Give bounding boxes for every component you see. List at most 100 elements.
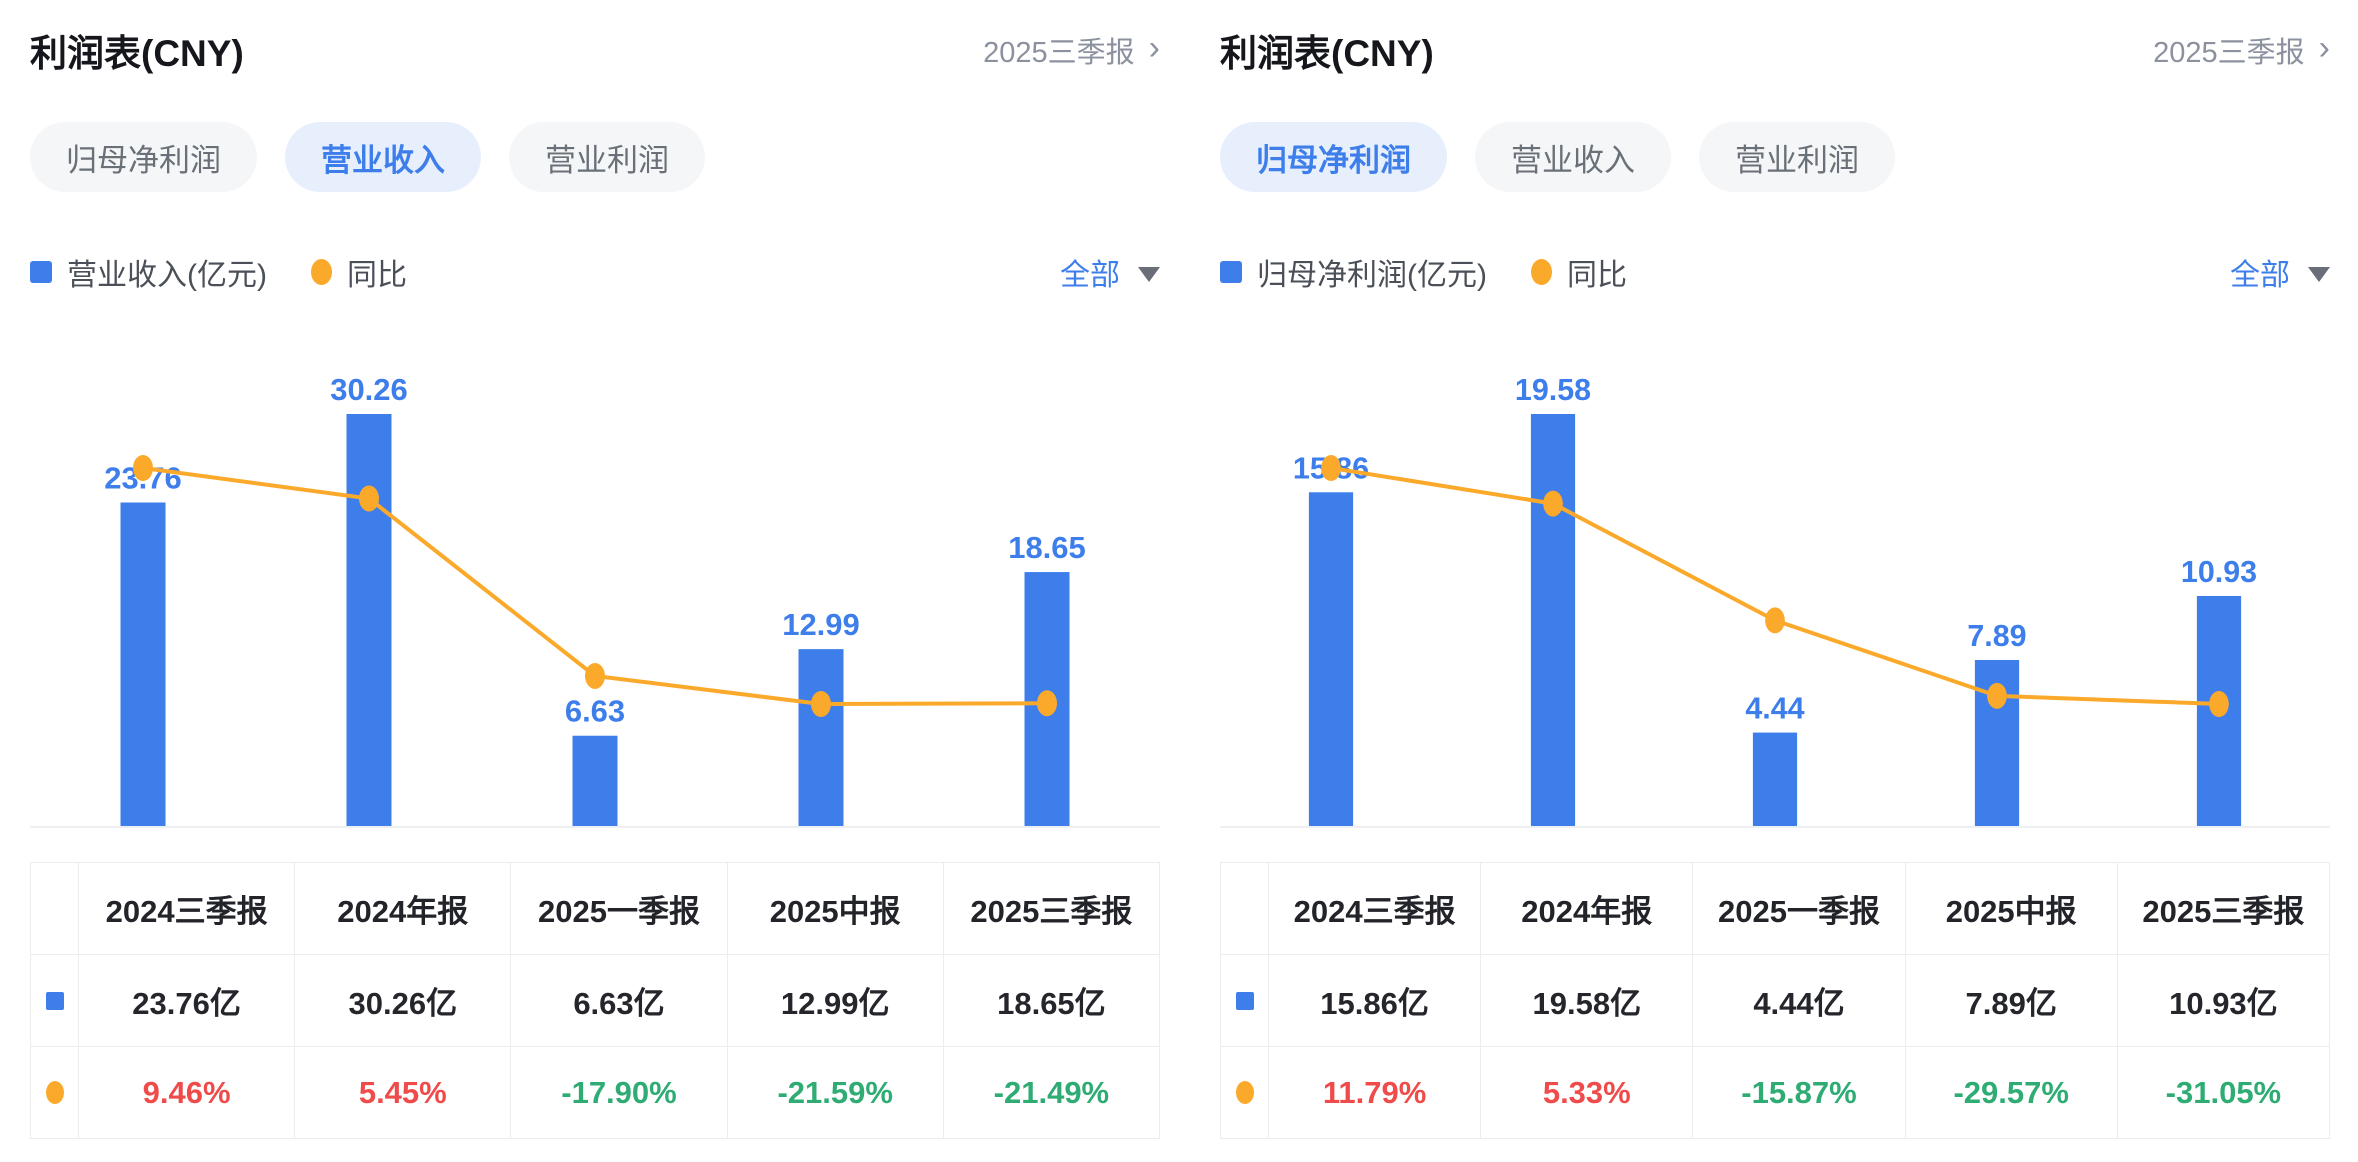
table-value-cell: 19.58亿 bbox=[1481, 955, 1694, 1047]
table-corner-cell bbox=[31, 863, 79, 955]
yoy-point-2025三季报 bbox=[2209, 691, 2229, 717]
yoy-point-2025一季报 bbox=[1765, 607, 1785, 634]
bar-value-label: 19.58 bbox=[1515, 372, 1591, 407]
bar-series-label: 归母净利润(亿元) bbox=[1257, 259, 1487, 292]
income-statement-panel-net-profit: 利润表(CNY) 2025三季报 › 归母净利润 营业收入 营业利润 归母净利润(亿… bbox=[1220, 0, 2330, 1139]
panel-header: 利润表(CNY) 2025三季报 › bbox=[1220, 26, 2330, 74]
table-value-cell: 30.26亿 bbox=[295, 955, 512, 1047]
chart-legend: 营业收入(亿元) 同比 bbox=[30, 250, 407, 294]
table-header-cell: 2025三季报 bbox=[2117, 863, 2330, 955]
bar-2025一季报 bbox=[1752, 732, 1798, 826]
table-header-cell: 2025一季报 bbox=[1693, 863, 1906, 955]
period-filter-dropdown[interactable]: 全部 bbox=[2230, 250, 2330, 294]
tab-option-2[interactable]: 营业利润 bbox=[1699, 122, 1895, 192]
chevron-right-icon: › bbox=[1148, 29, 1160, 67]
chevron-right-icon: › bbox=[2318, 29, 2330, 67]
table-value-cell: 23.76亿 bbox=[79, 955, 296, 1047]
table-header-cell: 2025中报 bbox=[727, 863, 944, 955]
table-corner-cell bbox=[1221, 863, 1269, 955]
bar-value-label: 6.63 bbox=[565, 694, 625, 729]
table-percent-cell: -21.59% bbox=[727, 1047, 944, 1139]
report-period-label: 2025三季报 bbox=[2153, 37, 2305, 69]
bar-2025一季报 bbox=[572, 735, 618, 826]
tab-option-1[interactable]: 营业收入 bbox=[1475, 122, 1671, 192]
net-profit-table: 2024三季报 2024年报 2025一季报 2025中报 2025三季报 15.86亿 1… bbox=[1220, 862, 2330, 1139]
bar-2024三季报 bbox=[1308, 492, 1354, 826]
report-period-link[interactable]: 2025三季报 › bbox=[2153, 29, 2330, 71]
bar-series-icon bbox=[45, 991, 64, 1010]
bar-2024年报 bbox=[346, 414, 392, 826]
table-row-icon-cell bbox=[1221, 955, 1269, 1047]
bar-2024三季报 bbox=[120, 502, 166, 826]
table-percent-cell: -21.49% bbox=[943, 1047, 1160, 1139]
caret-down-icon bbox=[2308, 267, 2330, 282]
table-percent-cell: -29.57% bbox=[1905, 1047, 2118, 1139]
bar-series-icon bbox=[30, 261, 52, 283]
bar-value-label: 10.93 bbox=[2181, 554, 2257, 589]
table-percent-cell: -17.90% bbox=[511, 1047, 728, 1139]
yoy-point-2024三季报 bbox=[133, 455, 153, 481]
table-header-cell: 2025中报 bbox=[1905, 863, 2118, 955]
period-filter-label: 全部 bbox=[1060, 259, 1120, 292]
bar-value-label: 12.99 bbox=[782, 607, 860, 642]
bar-value-label: 18.65 bbox=[1008, 530, 1086, 565]
revenue-table: 2024三季报 2024年报 2025一季报 2025中报 2025三季报 23.76亿 3… bbox=[30, 862, 1160, 1139]
legend-row: 营业收入(亿元) 同比 全部 bbox=[30, 252, 1160, 292]
yoy-point-2025中报 bbox=[811, 691, 831, 717]
table-value-cell: 15.86亿 bbox=[1269, 955, 1482, 1047]
table-percent-cell: 11.79% bbox=[1269, 1047, 1482, 1139]
yoy-point-2025三季报 bbox=[1037, 690, 1057, 717]
table-header-cell: 2025三季报 bbox=[943, 863, 1160, 955]
table-row-icon-cell bbox=[31, 955, 79, 1047]
bar-2025中报 bbox=[798, 649, 844, 826]
tab-option-0[interactable]: 归母净利润 bbox=[30, 122, 257, 192]
panel-title: 利润表(CNY) bbox=[30, 33, 244, 74]
tab-option-2[interactable]: 营业利润 bbox=[509, 122, 705, 192]
bar-value-label: 30.26 bbox=[330, 372, 408, 407]
metric-tabs: 归母净利润 营业收入 营业利润 bbox=[30, 122, 1160, 192]
table-header-cell: 2025一季报 bbox=[511, 863, 728, 955]
line-series-label: 同比 bbox=[346, 259, 407, 292]
table-row-icon-cell bbox=[1221, 1047, 1269, 1139]
bar-value-label: 7.89 bbox=[1967, 618, 2026, 653]
bar-2024年报 bbox=[1530, 414, 1576, 826]
table-value-cell: 10.93亿 bbox=[2117, 955, 2330, 1047]
report-period-link[interactable]: 2025三季报 › bbox=[983, 29, 1160, 71]
period-filter-label: 全部 bbox=[2230, 259, 2290, 292]
report-period-label: 2025三季报 bbox=[983, 37, 1135, 69]
period-filter-dropdown[interactable]: 全部 bbox=[1060, 250, 1160, 294]
table-percent-cell: 9.46% bbox=[79, 1047, 296, 1139]
line-series-icon bbox=[1235, 1081, 1254, 1104]
line-series-icon bbox=[45, 1081, 64, 1104]
yoy-point-2024三季报 bbox=[1321, 455, 1341, 481]
table-value-cell: 18.65亿 bbox=[943, 955, 1160, 1047]
panel-header: 利润表(CNY) 2025三季报 › bbox=[30, 26, 1160, 74]
legend-row: 归母净利润(亿元) 同比 全部 bbox=[1220, 252, 2330, 292]
yoy-point-2024年报 bbox=[1543, 490, 1563, 517]
table-row-icon-cell bbox=[31, 1047, 79, 1139]
table-value-cell: 7.89亿 bbox=[1905, 955, 2118, 1047]
caret-down-icon bbox=[1138, 267, 1160, 282]
table-value-cell: 6.63亿 bbox=[511, 955, 728, 1047]
yoy-trend-line bbox=[1330, 466, 2220, 706]
metric-tabs: 归母净利润 营业收入 营业利润 bbox=[1220, 122, 2330, 192]
table-header-cell: 2024三季报 bbox=[1269, 863, 1482, 955]
table-header-cell: 2024年报 bbox=[295, 863, 512, 955]
table-header-cell: 2024年报 bbox=[1481, 863, 1694, 955]
table-percent-cell: 5.33% bbox=[1481, 1047, 1694, 1139]
line-series-label: 同比 bbox=[1566, 259, 1627, 292]
chart-legend: 归母净利润(亿元) 同比 bbox=[1220, 250, 1627, 294]
yoy-point-2025中报 bbox=[1987, 682, 2007, 709]
table-header-cell: 2024三季报 bbox=[79, 863, 296, 955]
bar-series-label: 营业收入(亿元) bbox=[67, 259, 267, 292]
tab-selected-0[interactable]: 归母净利润 bbox=[1220, 122, 1447, 192]
panel-title: 利润表(CNY) bbox=[1220, 33, 1434, 74]
tab-selected-1[interactable]: 营业收入 bbox=[285, 122, 481, 192]
table-percent-cell: 5.45% bbox=[295, 1047, 512, 1139]
line-series-icon bbox=[1530, 259, 1552, 285]
table-value-cell: 4.44亿 bbox=[1693, 955, 1906, 1047]
